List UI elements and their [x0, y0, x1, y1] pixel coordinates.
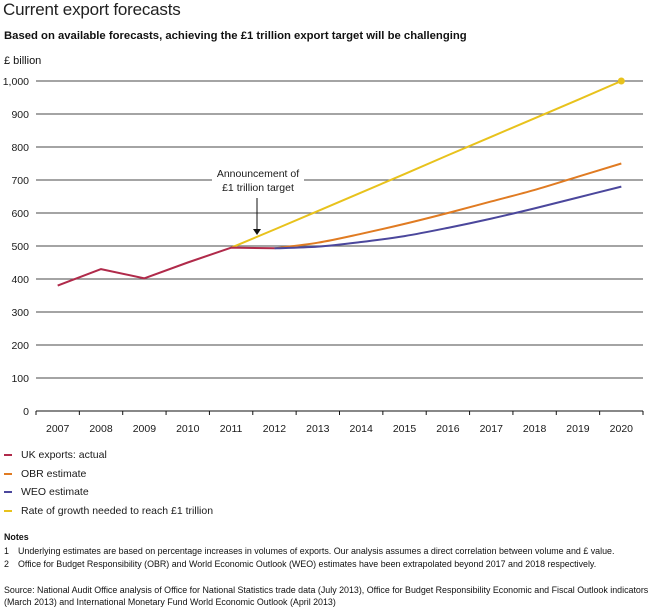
note-number: 1 — [4, 545, 9, 556]
x-tick-label: 2018 — [523, 423, 547, 435]
series-line-growth — [230, 80, 622, 249]
legend-label: UK exports: actual — [21, 449, 107, 462]
x-tick-label: 2019 — [566, 423, 590, 435]
note-text: Office for Budget Responsibility (OBR) a… — [18, 559, 597, 569]
y-tick-label: 600 — [11, 208, 29, 220]
annotation-announcement: Announcement of £1 trillion target — [212, 166, 304, 235]
legend-item-obr: OBR estimate — [4, 465, 213, 484]
notes-title: Notes — [4, 532, 29, 542]
source-text: Source: National Audit Office analysis o… — [4, 585, 649, 607]
x-tick-label: 2020 — [610, 423, 634, 435]
y-tick-label: 0 — [23, 406, 29, 418]
annotation-arrow-head-icon — [253, 229, 261, 235]
x-tick-label: 2012 — [263, 423, 287, 435]
legend-label: OBR estimate — [21, 467, 87, 480]
page-title: Current export forecasts — [3, 0, 181, 19]
legend: UK exports: actual OBR estimate WEO esti… — [4, 446, 213, 520]
x-tick-label: 2016 — [436, 423, 460, 435]
x-axis — [35, 410, 644, 415]
y-tick-label: 1,000 — [3, 76, 29, 88]
x-axis-tick-labels: 2007 2008 2009 2010 2011 2012 2013 2014 2015 2016… — [46, 423, 633, 435]
target-endpoint-marker — [617, 77, 625, 85]
note-number: 2 — [4, 559, 9, 569]
annotation-line-2: £1 trillion target — [222, 182, 294, 194]
legend-swatch-growth — [4, 509, 12, 512]
y-tick-label: 700 — [11, 175, 29, 187]
y-axis-tick-labels: 0 100 200 300 400 500 600 700 800 900 1,000 — [3, 76, 29, 418]
y-tick-label: 900 — [11, 109, 29, 121]
legend-label: Rate of growth needed to reach £1 trilli… — [21, 504, 214, 517]
x-tick-label: 2009 — [133, 423, 157, 435]
y-tick-label: 100 — [11, 373, 29, 385]
legend-label: WEO estimate — [21, 486, 89, 499]
x-tick-label: 2014 — [349, 423, 373, 435]
legend-swatch-obr — [4, 472, 12, 475]
x-tick-label: 2015 — [393, 423, 417, 435]
y-tick-label: 400 — [11, 274, 29, 286]
y-tick-label: 200 — [11, 340, 29, 352]
series-line-obr — [274, 162, 622, 250]
legend-item-actual: UK exports: actual — [4, 446, 213, 465]
note-text: Underlying estimates are based on percen… — [18, 545, 615, 556]
x-tick-label: 2011 — [220, 423, 243, 435]
x-tick-label: 2007 — [46, 423, 70, 435]
legend-swatch-weo — [4, 491, 12, 494]
x-tick-label: 2017 — [480, 423, 504, 435]
legend-item-growth: Rate of growth needed to reach £1 trilli… — [4, 502, 213, 521]
y-tick-label: 800 — [11, 142, 29, 154]
series-line-actual — [57, 246, 275, 287]
gridlines — [36, 80, 643, 379]
y-tick-label: 500 — [11, 241, 29, 253]
chart-subtitle: Based on available forecasts, achieving … — [4, 30, 467, 42]
note-item: 2 Office for Budget Responsibility (OBR)… — [4, 558, 614, 572]
series-line-weo — [274, 185, 622, 250]
notes-section: Notes 1 Underlying estimates are based o… — [4, 531, 614, 572]
y-tick-label: 300 — [11, 307, 29, 319]
y-axis-unit-label: £ billion — [4, 55, 42, 67]
x-tick-label: 2010 — [176, 423, 200, 435]
legend-item-weo: WEO estimate — [4, 483, 213, 502]
annotation-line-1: Announcement of — [217, 168, 299, 180]
legend-swatch-actual — [4, 454, 12, 457]
x-tick-label: 2008 — [89, 423, 113, 435]
annotation-background — [212, 166, 304, 196]
note-item: 1 Underlying estimates are based on perc… — [4, 545, 614, 559]
series-lines — [57, 77, 625, 287]
x-tick-label: 2013 — [306, 423, 330, 435]
